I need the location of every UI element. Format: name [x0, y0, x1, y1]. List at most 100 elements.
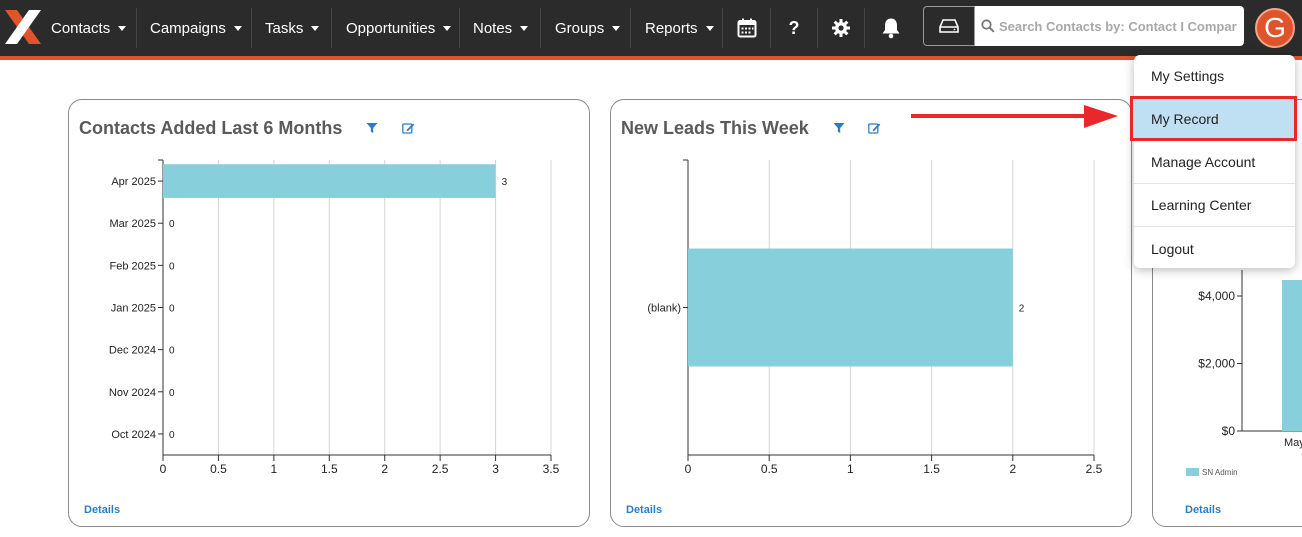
nav-accent-stripe [0, 56, 1302, 60]
annotation-highlight-box [1130, 96, 1297, 141]
nav-notes[interactable]: Notes [473, 0, 529, 56]
nav-campaigns[interactable]: Campaigns [150, 0, 242, 56]
y-tick-label: $0 [1222, 424, 1236, 438]
nav-groups-label: Groups [555, 19, 605, 37]
x-tick-label: 0 [160, 462, 167, 476]
data-label: 0 [169, 219, 175, 230]
legend-swatch [1186, 468, 1199, 476]
y-tick-label: Nov 2024 [109, 387, 156, 399]
nav-groups[interactable]: Groups [555, 0, 621, 56]
card-title: New Leads This Week [621, 118, 809, 138]
gear-icon [832, 19, 850, 37]
y-tick-label: $2,000 [1198, 357, 1235, 371]
chevron-down-icon [443, 25, 452, 31]
bar [163, 164, 496, 198]
annotation-arrow-icon [911, 105, 1118, 128]
chevron-down-icon [311, 25, 320, 31]
app-logo[interactable] [5, 10, 41, 44]
nav-divider [459, 8, 460, 48]
nav-tasks[interactable]: Tasks [265, 0, 320, 56]
nav-divider [630, 8, 631, 48]
chevron-down-icon [520, 25, 529, 31]
nav-contacts[interactable]: Contacts [51, 0, 127, 56]
nav-reports[interactable]: Reports [645, 0, 714, 56]
legend-label: SN Admin [1202, 468, 1238, 477]
bell-icon [882, 18, 900, 39]
search-icon [981, 19, 995, 33]
nav-contacts-label: Contacts [51, 19, 111, 37]
help-icon: ? [788, 17, 800, 38]
menu-item-my-settings[interactable]: My Settings [1134, 55, 1295, 98]
x-tick-label: 3 [492, 462, 499, 476]
nav-divider [864, 8, 865, 48]
chevron-down-icon [612, 25, 621, 31]
y-tick-label: $4,000 [1198, 289, 1235, 303]
y-tick-label: Apr 2025 [111, 176, 156, 188]
top-nav-bar: Contacts Campaigns Tasks Opportunities N… [0, 0, 1302, 56]
nav-opportunities[interactable]: Opportunities [346, 0, 452, 56]
x-tick-label: 2.5 [1086, 462, 1103, 476]
data-label: 0 [169, 430, 175, 441]
x-tick-label: 2 [381, 462, 388, 476]
nav-divider [540, 8, 541, 48]
bar [688, 248, 1013, 367]
menu-item-my-record[interactable]: My Record [1134, 98, 1295, 141]
details-link[interactable]: Details [84, 504, 121, 516]
user-avatar-button[interactable]: G [1255, 8, 1295, 48]
chevron-down-icon [705, 25, 714, 31]
x-tick-label: May [1284, 437, 1302, 449]
nav-divider [251, 8, 252, 48]
avatar-letter: G [1264, 12, 1286, 43]
nav-divider [722, 8, 723, 48]
nav-reports-label: Reports [645, 19, 698, 37]
y-tick-label: Dec 2024 [109, 345, 156, 357]
card-title: Contacts Added Last 6 Months [79, 118, 343, 138]
edit-icon[interactable] [868, 122, 881, 134]
third-card-chart: $4,000 $2,000 $0 May SN Admin [1186, 270, 1302, 477]
details-link[interactable]: Details [626, 504, 663, 516]
menu-item-label: Manage Account [1151, 154, 1256, 170]
bar [1282, 280, 1302, 431]
nav-divider [136, 8, 137, 48]
filter-icon[interactable] [366, 122, 378, 134]
menu-item-logout[interactable]: Logout [1134, 227, 1295, 270]
x-tick-label: 2.5 [432, 462, 449, 476]
calendar-button[interactable] [724, 0, 770, 56]
edit-icon[interactable] [402, 122, 415, 134]
menu-item-manage-account[interactable]: Manage Account [1134, 141, 1295, 184]
notifications-button[interactable] [866, 0, 916, 56]
nav-divider [770, 8, 771, 48]
y-tick-label: Mar 2025 [110, 218, 156, 230]
menu-item-label: Logout [1151, 240, 1194, 257]
data-label: 0 [169, 388, 175, 399]
y-tick-label: (blank) [647, 303, 681, 315]
filter-icon[interactable] [833, 122, 845, 134]
menu-item-label: Learning Center [1151, 197, 1252, 213]
settings-button[interactable] [818, 0, 864, 56]
search-input[interactable] [999, 11, 1244, 41]
x-tick-label: 3.5 [543, 462, 560, 476]
details-link[interactable]: Details [1185, 504, 1222, 516]
data-label: 2 [1019, 304, 1025, 315]
menu-item-label: My Settings [1151, 68, 1225, 84]
y-tick-label: Feb 2025 [110, 260, 156, 272]
nav-opportunities-label: Opportunities [346, 19, 436, 37]
inbox-icon [939, 19, 959, 33]
card-new-leads: New Leads This Week 0 0.5 1 1.5 2 2.5 (blank) 2… [610, 99, 1132, 527]
menu-item-learning-center[interactable]: Learning Center [1134, 184, 1295, 227]
x-tick-label: 1.5 [321, 462, 338, 476]
chevron-down-icon [233, 25, 242, 31]
card-contacts-added: Contacts Added Last 6 Months 0 0.5 1 1.5 2 2.… [68, 99, 590, 527]
new-leads-chart: 0 0.5 1 1.5 2 2.5 (blank) 2 [647, 159, 1103, 476]
y-tick-label: Oct 2024 [111, 429, 156, 441]
nav-tasks-label: Tasks [265, 19, 304, 37]
search-field [975, 6, 1244, 46]
nav-divider [817, 8, 818, 48]
nav-notes-label: Notes [473, 19, 513, 37]
help-button[interactable]: ? [771, 0, 817, 56]
x-tick-label: 1 [271, 462, 278, 476]
chevron-down-icon [118, 25, 127, 31]
data-label: 0 [169, 304, 175, 315]
x-tick-label: 2 [1009, 462, 1016, 476]
search-scope-button[interactable] [923, 6, 975, 46]
